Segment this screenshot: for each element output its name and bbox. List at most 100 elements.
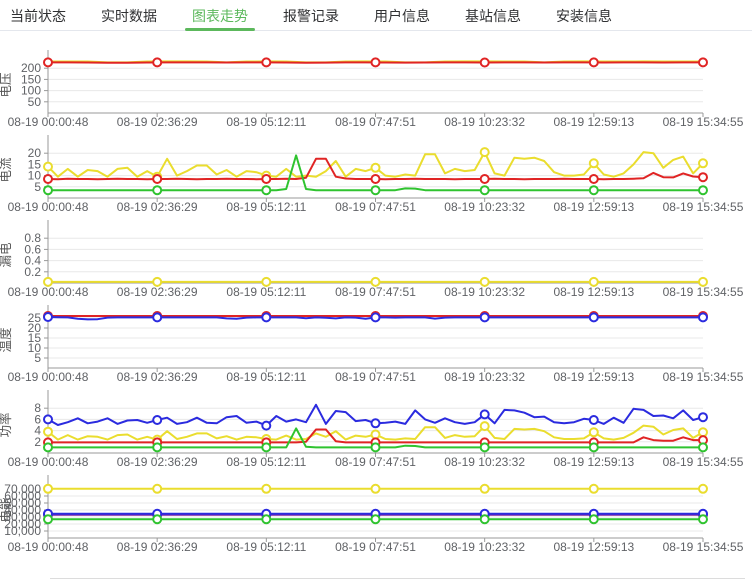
current-trend-chart-series-red-marker: [370, 174, 381, 184]
energy-trend-chart-series-yellow-marker: [588, 483, 599, 494]
svg-text:20: 20: [28, 321, 42, 335]
svg-text:6: 6: [34, 412, 41, 426]
current-trend-chart-series-green-marker: [588, 185, 599, 196]
current-trend-chart-series-red-marker: [698, 172, 708, 183]
tab-1[interactable]: 当前状态: [10, 8, 66, 24]
current-trend-chart-series-yellow-marker: [43, 161, 53, 172]
bottom-separator: [50, 578, 745, 579]
energy-trend-chart-series-yellow-marker: [479, 483, 490, 494]
svg-text:08-19 07:47:51: 08-19 07:47:51: [335, 285, 416, 299]
svg-text:10,000: 10,000: [4, 524, 41, 538]
svg-text:30,000: 30,000: [4, 510, 41, 524]
temperature-trend-chart-series-blue-marker: [698, 312, 708, 323]
tab-6[interactable]: 基站信息: [465, 8, 521, 24]
power-trend-chart-series-yellow-marker: [588, 427, 599, 438]
svg-text:0.6: 0.6: [24, 242, 41, 256]
power-trend-chart-series-green-marker: [152, 442, 163, 453]
voltage-trend-chart-series-red-marker: [43, 57, 53, 68]
current-trend-chart-series-red-marker: [479, 174, 490, 184]
svg-text:10: 10: [28, 341, 42, 355]
svg-text:08-19 05:12:11: 08-19 05:12:11: [226, 285, 306, 299]
current-trend-chart-series-green-marker: [261, 185, 272, 196]
voltage-trend-chart-series-red-marker: [261, 57, 272, 68]
current-trend-chart-series-green-marker: [479, 185, 490, 196]
temperature-trend-chart-series-blue-marker: [261, 312, 272, 323]
svg-text:08-19 02:36:29: 08-19 02:36:29: [117, 370, 198, 384]
current-trend-chart-series-red-marker: [588, 174, 599, 184]
svg-text:08-19 15:34:55: 08-19 15:34:55: [663, 455, 744, 469]
svg-text:08-19 12:59:13: 08-19 12:59:13: [553, 540, 634, 554]
svg-text:08-19 07:47:51: 08-19 07:47:51: [335, 540, 416, 554]
leakage-trend-chart: 漏电 0.20.40.60.8 08-19 00:00:48 08-19 02:36:…: [0, 220, 744, 299]
energy-trend-chart-series-green-marker: [588, 514, 599, 525]
temperature-trend-chart-series-blue-marker: [152, 312, 163, 323]
svg-text:08-19 15:34:55: 08-19 15:34:55: [663, 115, 744, 129]
svg-text:50,000: 50,000: [4, 496, 41, 510]
tab-2[interactable]: 实时数据: [101, 8, 157, 24]
energy-trend-chart-series-green-marker: [43, 514, 53, 525]
svg-text:08-19 02:36:29: 08-19 02:36:29: [117, 455, 198, 469]
svg-text:08-19 15:34:55: 08-19 15:34:55: [663, 540, 744, 554]
energy-trend-chart-axis-title: 电能: [0, 497, 13, 523]
power-trend-chart-series-blue-marker: [370, 418, 381, 429]
tab-4[interactable]: 报警记录: [283, 8, 339, 24]
power-trend-chart-series-green-marker: [261, 442, 272, 453]
svg-text:25: 25: [28, 311, 42, 325]
svg-text:08-19 00:00:48: 08-19 00:00:48: [8, 285, 89, 299]
power-trend-chart-series-yellow-marker: [479, 421, 490, 432]
voltage-trend-chart-axis-title: 电压: [0, 72, 13, 97]
leakage-trend-chart-series-yellow-marker: [370, 276, 381, 287]
charts: 电压 50 100 150 200 08-19 00:00:48 08-19 02:36:2…: [0, 45, 752, 555]
voltage-trend-chart-series-red-marker: [588, 57, 599, 68]
svg-text:08-19 00:00:48: 08-19 00:00:48: [8, 455, 89, 469]
current-trend-chart-series-green: [47, 154, 704, 192]
svg-text:08-19 05:12:11: 08-19 05:12:11: [226, 455, 306, 469]
leakage-trend-chart-axis-title: 漏电: [0, 242, 13, 268]
energy-trend-chart: 电能10,00020,00030,00040,00050,00060,00070…: [0, 475, 744, 554]
tab-5[interactable]: 用户信息: [374, 8, 430, 24]
svg-text:0.8: 0.8: [24, 231, 41, 245]
svg-text:200: 200: [21, 61, 41, 75]
svg-text:08-19 10:23:32: 08-19 10:23:32: [444, 115, 525, 129]
svg-text:4: 4: [34, 424, 41, 438]
svg-text:08-19 10:23:32: 08-19 10:23:32: [444, 285, 525, 299]
svg-text:08-19 02:36:29: 08-19 02:36:29: [117, 540, 198, 554]
svg-text:08-19 02:36:29: 08-19 02:36:29: [117, 285, 198, 299]
power-trend-chart-series-blue-marker: [43, 414, 53, 425]
tab-7[interactable]: 安装信息: [556, 8, 612, 24]
energy-trend-chart-series-yellow-marker: [43, 483, 53, 494]
tab-3-active[interactable]: 图表走势: [185, 8, 255, 31]
energy-trend-chart-series-green-marker: [370, 514, 381, 525]
temperature-trend-chart-series-blue-marker: [370, 312, 381, 323]
voltage-trend-chart-series-red-marker: [698, 57, 708, 68]
temperature-trend-chart-series-blue-marker: [588, 312, 599, 323]
energy-trend-chart-series-yellow-marker: [261, 483, 272, 494]
leakage-trend-chart-series-yellow-marker: [152, 276, 163, 287]
svg-text:50: 50: [28, 95, 42, 109]
svg-text:08-19 00:00:48: 08-19 00:00:48: [8, 370, 89, 384]
power-trend-chart-series-blue-marker: [588, 415, 599, 425]
energy-trend-chart-series-green-marker: [479, 514, 490, 525]
tab-bar: 当前状态 实时数据 图表走势 报警记录 用户信息 基站信息 安装信息: [0, 0, 752, 31]
svg-text:5: 5: [34, 351, 41, 365]
energy-trend-chart-series-green-marker: [152, 514, 163, 525]
current-trend-chart-series-green-marker: [152, 185, 163, 196]
svg-text:10: 10: [28, 169, 42, 183]
svg-text:70,000: 70,000: [4, 482, 41, 496]
current-trend-chart-series-green-marker: [698, 185, 708, 196]
svg-text:08-19 00:00:48: 08-19 00:00:48: [8, 115, 89, 129]
svg-text:15: 15: [28, 157, 42, 171]
leakage-trend-chart-series-yellow-marker: [698, 276, 708, 287]
svg-text:08-19 05:12:11: 08-19 05:12:11: [226, 115, 306, 129]
voltage-trend-chart-series-red-marker: [479, 57, 490, 68]
energy-trend-chart-series-green-marker: [261, 514, 272, 525]
svg-text:08-19 12:59:13: 08-19 12:59:13: [553, 455, 634, 469]
current-trend-chart-series-green-marker: [370, 185, 381, 196]
current-trend-chart-series-yellow-marker: [479, 147, 490, 158]
svg-text:08-19 12:59:13: 08-19 12:59:13: [553, 285, 634, 299]
power-trend-chart-series-yellow-marker: [370, 429, 381, 440]
svg-text:150: 150: [21, 72, 41, 86]
energy-trend-chart-series-yellow-marker: [370, 483, 381, 494]
